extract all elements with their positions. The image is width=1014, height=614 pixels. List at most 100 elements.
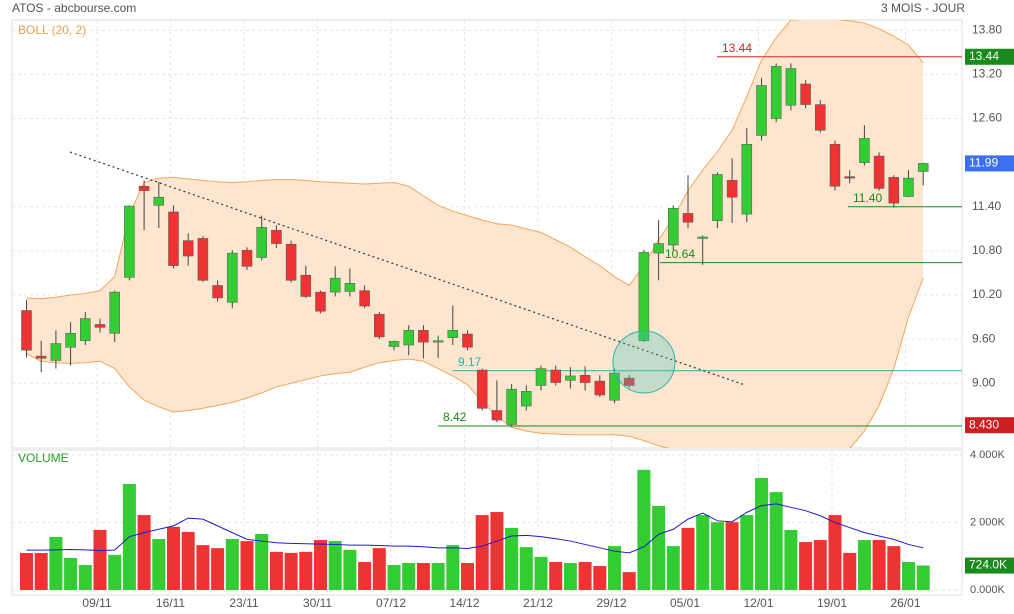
candle-body (653, 243, 664, 254)
candle-body (594, 380, 606, 396)
volume-bar (549, 561, 563, 590)
candle-body (227, 252, 238, 303)
candle-body (182, 240, 194, 257)
candle-body (712, 174, 723, 222)
candle-body (770, 66, 782, 119)
candle-body (844, 176, 855, 179)
volume-bar (666, 546, 680, 590)
candle-body (903, 177, 914, 197)
candle-body (815, 104, 826, 131)
volume-bar (637, 469, 651, 590)
volume-bar (710, 522, 724, 590)
volume-bar (34, 553, 48, 590)
volume-bar (652, 505, 666, 590)
volume-bar (358, 561, 372, 590)
volume-bar (446, 545, 460, 590)
candle-body (300, 274, 312, 297)
volume-ma (26, 503, 924, 554)
candle-body (579, 374, 591, 383)
candle-body (241, 249, 253, 267)
volume-bar (534, 556, 548, 590)
volume-bar (416, 563, 430, 590)
volume-bar (696, 515, 710, 590)
x-tick-label: 26/01 (890, 596, 920, 610)
volume-bar (181, 531, 195, 590)
volume-tick-label: 4 000K (970, 449, 1006, 461)
candle-body (550, 369, 561, 383)
volume-bar (887, 546, 901, 590)
volume-bar (519, 547, 533, 590)
volume-bar (916, 565, 930, 590)
candle-body (756, 85, 767, 136)
level-label: 13.44 (722, 41, 752, 55)
volume-bar (255, 533, 269, 590)
volume-bar (225, 539, 239, 590)
candle-body (565, 375, 576, 381)
candle-body (124, 205, 135, 278)
candle-body (271, 230, 282, 244)
volume-bar (608, 546, 621, 590)
band-fill (26, 20, 924, 448)
candle-body (168, 211, 179, 266)
level-label: 9.17 (458, 355, 482, 369)
x-tick-label: 29/12 (596, 596, 626, 610)
candle-body (741, 144, 753, 215)
volume-bar (740, 515, 754, 590)
candle-body (80, 318, 91, 341)
candle-body (521, 391, 532, 407)
candle-body (697, 236, 708, 239)
band-line (26, 277, 924, 448)
x-tick-label: 30/11 (303, 596, 332, 610)
trendline (69, 151, 746, 386)
candle-body (403, 330, 414, 346)
x-tick-label: 09/11 (82, 596, 111, 610)
volume-bar (211, 548, 225, 590)
volume-label: VOLUME (18, 451, 69, 465)
candle-body (638, 252, 650, 341)
candle-body (682, 213, 694, 223)
volume-bar (857, 540, 871, 590)
candle-body (21, 310, 32, 351)
candle-body (197, 238, 209, 281)
level-label: 8.42 (443, 410, 467, 424)
volume-bar (843, 552, 857, 590)
volume-bar (64, 557, 78, 590)
volume-bar (813, 540, 827, 590)
y-tick-label: 10.80 (972, 243, 1002, 257)
candle-body (256, 227, 267, 258)
candle-body (212, 285, 223, 299)
x-tick-label: 19/01 (817, 596, 847, 610)
x-tick-label: 12/01 (743, 596, 773, 610)
volume-bar (314, 540, 327, 590)
y-tick-label: 10.20 (972, 287, 1002, 301)
volume-bar (93, 529, 107, 590)
volume-bar (490, 512, 504, 590)
volume-bar (20, 553, 33, 590)
volume-bar (431, 563, 445, 590)
y-tick-label: 13.80 (972, 22, 1002, 36)
volume-bar (828, 515, 842, 590)
volume-bar (799, 542, 813, 590)
y-tick-label: 11.40 (972, 199, 1001, 213)
candle-body (344, 283, 356, 292)
volume-bar (137, 515, 151, 590)
price-tag-box (965, 155, 1014, 172)
candle-body (285, 244, 297, 281)
volume-bar (725, 522, 739, 590)
candle-body (800, 83, 811, 105)
y-tick-label: 13.20 (972, 67, 1002, 81)
volume-bar (902, 561, 915, 590)
volume-bar (387, 565, 401, 590)
candle-body (418, 330, 429, 343)
candle-body (94, 324, 106, 328)
chart-title: ATOS - abcbourse.com (12, 1, 136, 15)
volume-bar (461, 563, 474, 590)
candle-body (374, 313, 385, 338)
candle-body (109, 291, 120, 334)
volume-bar (328, 541, 342, 590)
indicator-label: BOLL (20, 2) (18, 23, 86, 37)
candle-body (153, 196, 165, 206)
candle-body (623, 377, 635, 386)
volume-bar (563, 563, 577, 590)
